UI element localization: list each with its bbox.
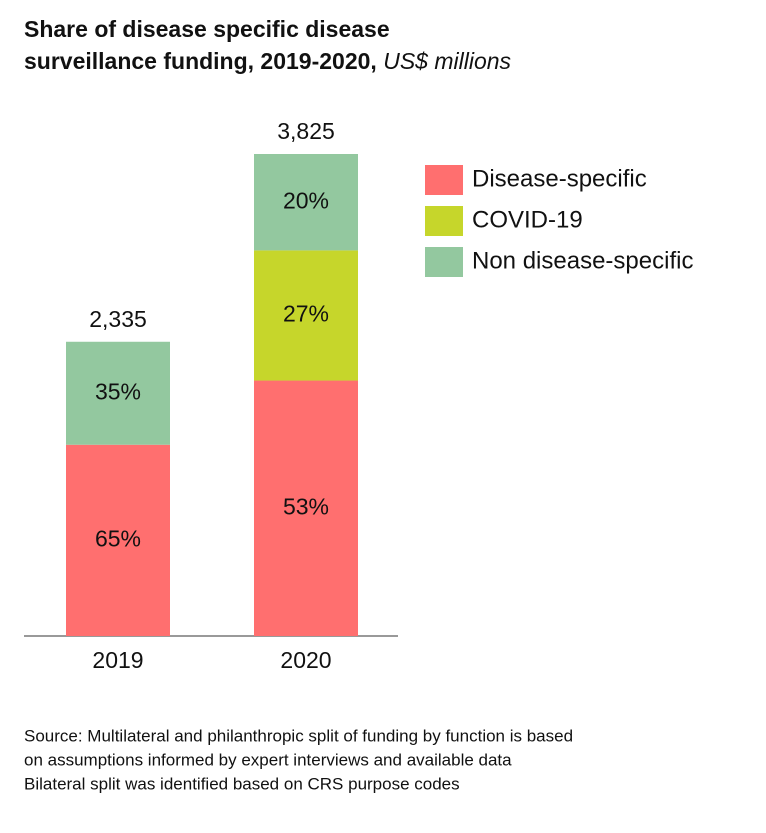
source-note: on assumptions informed by expert interv… [24,750,512,769]
bar-segment [254,250,358,381]
bar-segment [66,444,170,636]
data-label: 53% [283,493,329,519]
x-tick-label: 2020 [280,647,331,673]
x-tick-label: 2019 [92,647,143,673]
legend-label: Non disease-specific [472,247,693,274]
legend-label: COVID-19 [472,206,583,233]
source-note: Bilateral split was identified based on … [24,774,460,793]
data-label: 27% [283,301,329,327]
legend-swatch [425,165,463,195]
bar-segment [254,380,358,636]
legend-label: Disease-specific [472,165,647,192]
data-label: 35% [95,378,141,404]
chart-title: surveillance funding, 2019-2020, [24,48,383,74]
source-note: Source: Multilateral and philanthropic s… [24,726,573,745]
data-label: 65% [95,525,141,551]
bar-segment [254,154,358,251]
data-label: 20% [283,187,329,213]
legend-swatch [425,206,463,236]
total-label: 2,335 [89,306,147,332]
chart-title: Share of disease specific disease [24,16,390,42]
total-label: 3,825 [277,118,335,144]
legend-swatch [425,247,463,277]
bar-segment [66,341,170,445]
chart-title: Share of disease specific disease surveil… [24,16,512,74]
chart-subtitle: US$ millions [383,48,511,74]
